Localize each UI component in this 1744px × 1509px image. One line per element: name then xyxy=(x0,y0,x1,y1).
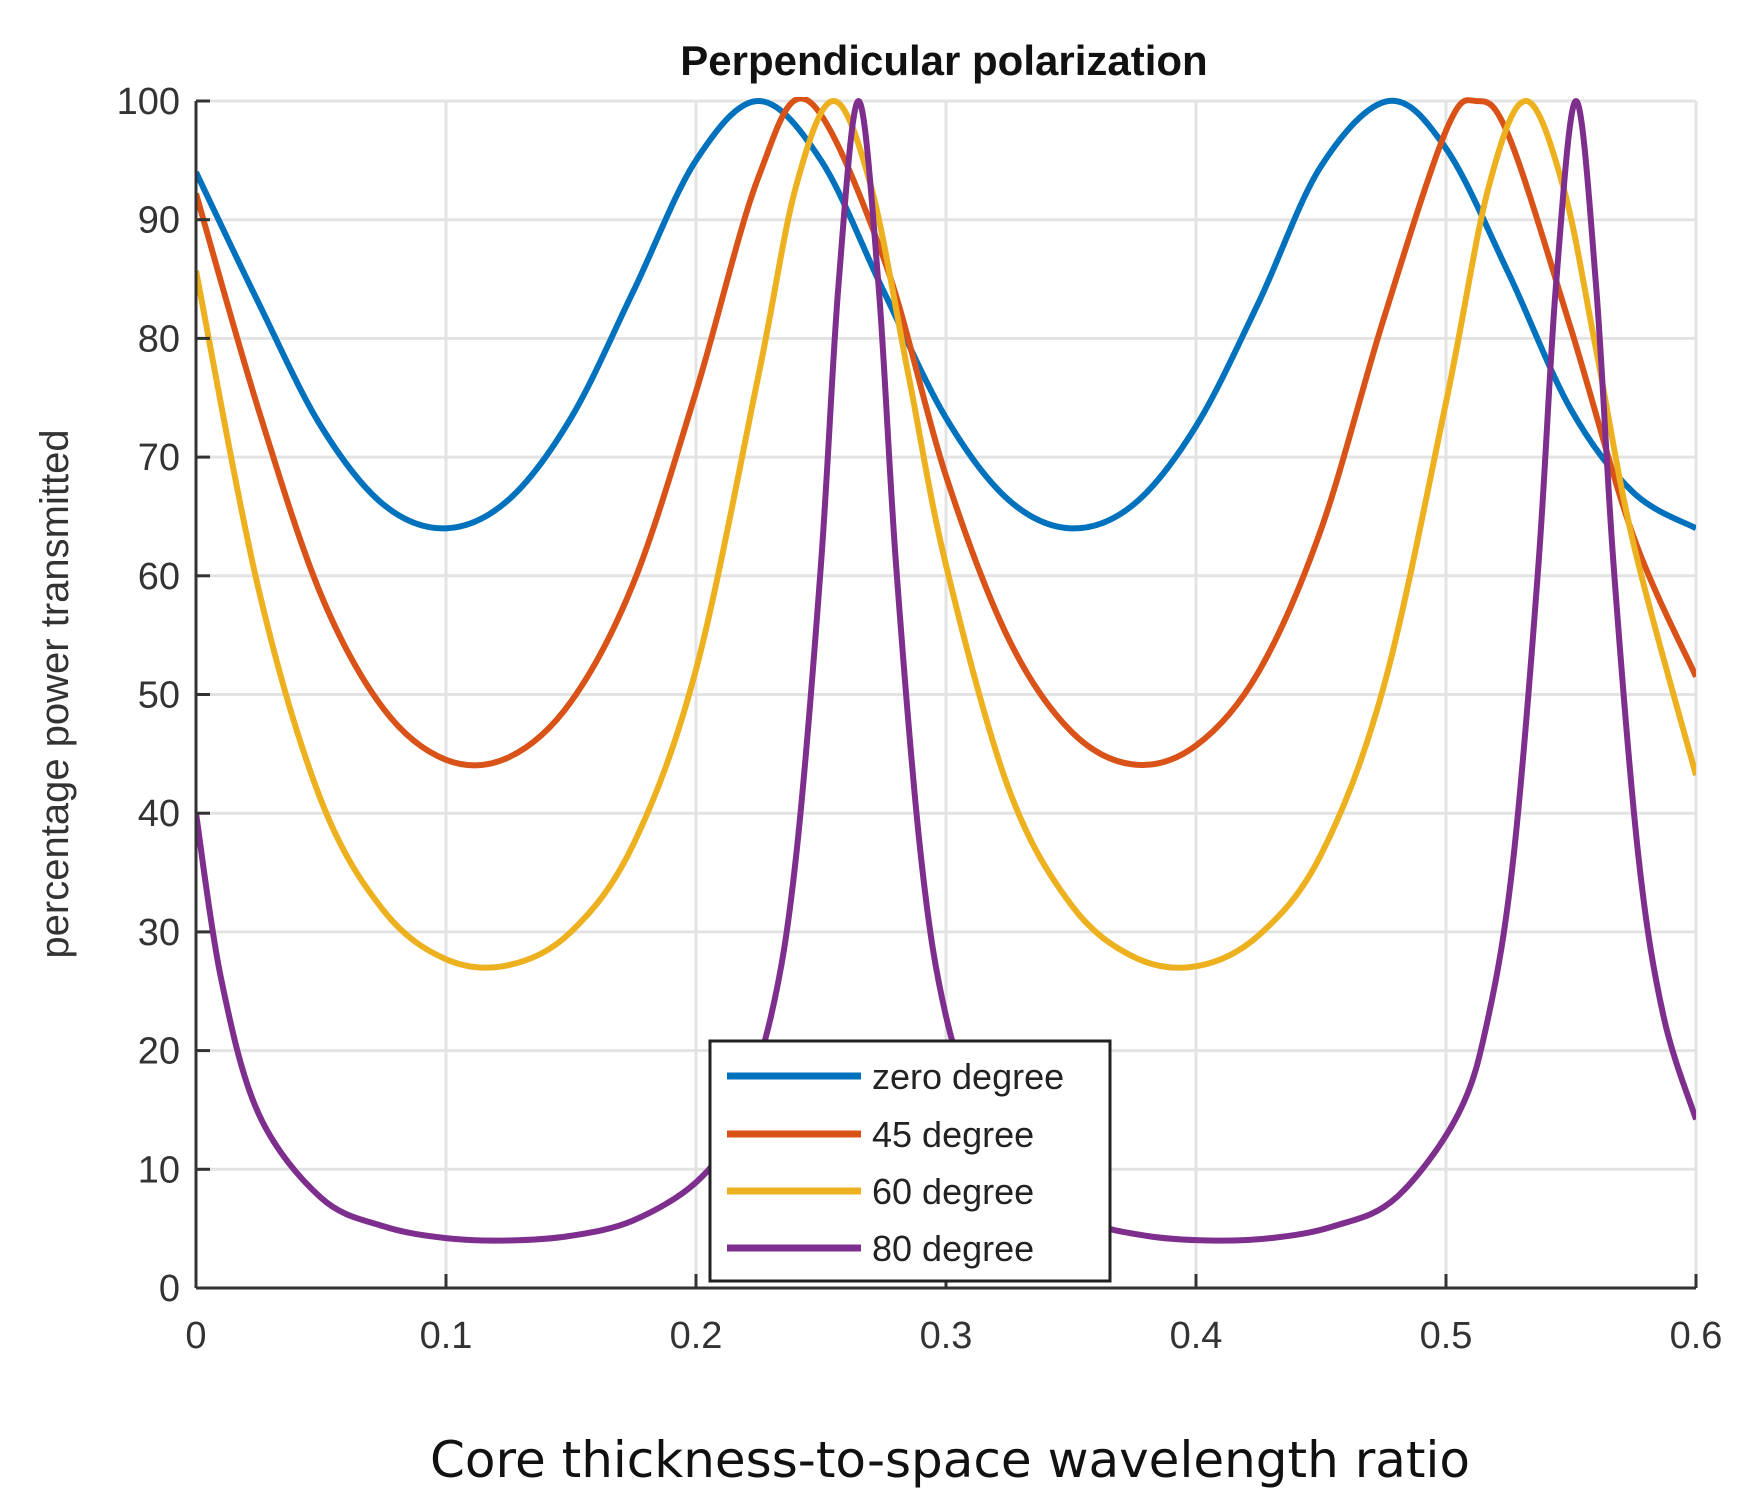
series-line-45-degree xyxy=(196,97,1696,769)
x-tick-label: 0.6 xyxy=(1670,1315,1723,1357)
legend-label: zero degree xyxy=(872,1056,1064,1097)
y-tick-label: 30 xyxy=(138,912,180,954)
y-tick-label: 70 xyxy=(138,437,180,479)
legend-label: 45 degree xyxy=(872,1114,1034,1155)
series-line-60-degree xyxy=(196,98,1696,971)
series-line-80-degree xyxy=(196,98,1696,1244)
y-tick-label: 80 xyxy=(138,318,180,360)
y-tick-label: 90 xyxy=(138,200,180,242)
legend-box xyxy=(708,1039,1112,1283)
y-tick-label: 50 xyxy=(138,675,180,717)
legend-label: 60 degree xyxy=(872,1171,1034,1212)
y-tick-label: 10 xyxy=(138,1149,180,1191)
series-line-zero-degree xyxy=(196,97,1696,532)
legend: zero degree 45 degree 60 degree 80 degree xyxy=(708,1039,1112,1283)
legend-label: 80 degree xyxy=(872,1228,1034,1269)
x-tick-label: 0.3 xyxy=(920,1315,973,1357)
y-tick-label: 0 xyxy=(159,1268,180,1310)
x-tick-label: 0.1 xyxy=(420,1315,473,1357)
y-tick-label: 100 xyxy=(117,81,180,123)
x-axis-label: Core thickness-to-space wavelength ratio xyxy=(430,1431,1470,1489)
chart-title: Perpendicular polarization xyxy=(680,37,1207,84)
x-tick-label: 0.5 xyxy=(1420,1315,1473,1357)
series-lines xyxy=(196,97,1696,1244)
y-tick-label: 60 xyxy=(138,556,180,598)
x-tick-label: 0 xyxy=(185,1315,206,1357)
y-axis-label: percentage power transmitted xyxy=(33,429,77,958)
x-tick-label: 0.4 xyxy=(1170,1315,1223,1357)
y-tick-label: 20 xyxy=(138,1031,180,1073)
y-tick-label: 40 xyxy=(138,793,180,835)
tick-labels: 0 0.1 0.2 0.3 0.4 0.5 0.6 0 10 20 30 40 50 60 70 80 90 10… xyxy=(117,81,1723,1357)
x-tick-label: 0.2 xyxy=(670,1315,723,1357)
